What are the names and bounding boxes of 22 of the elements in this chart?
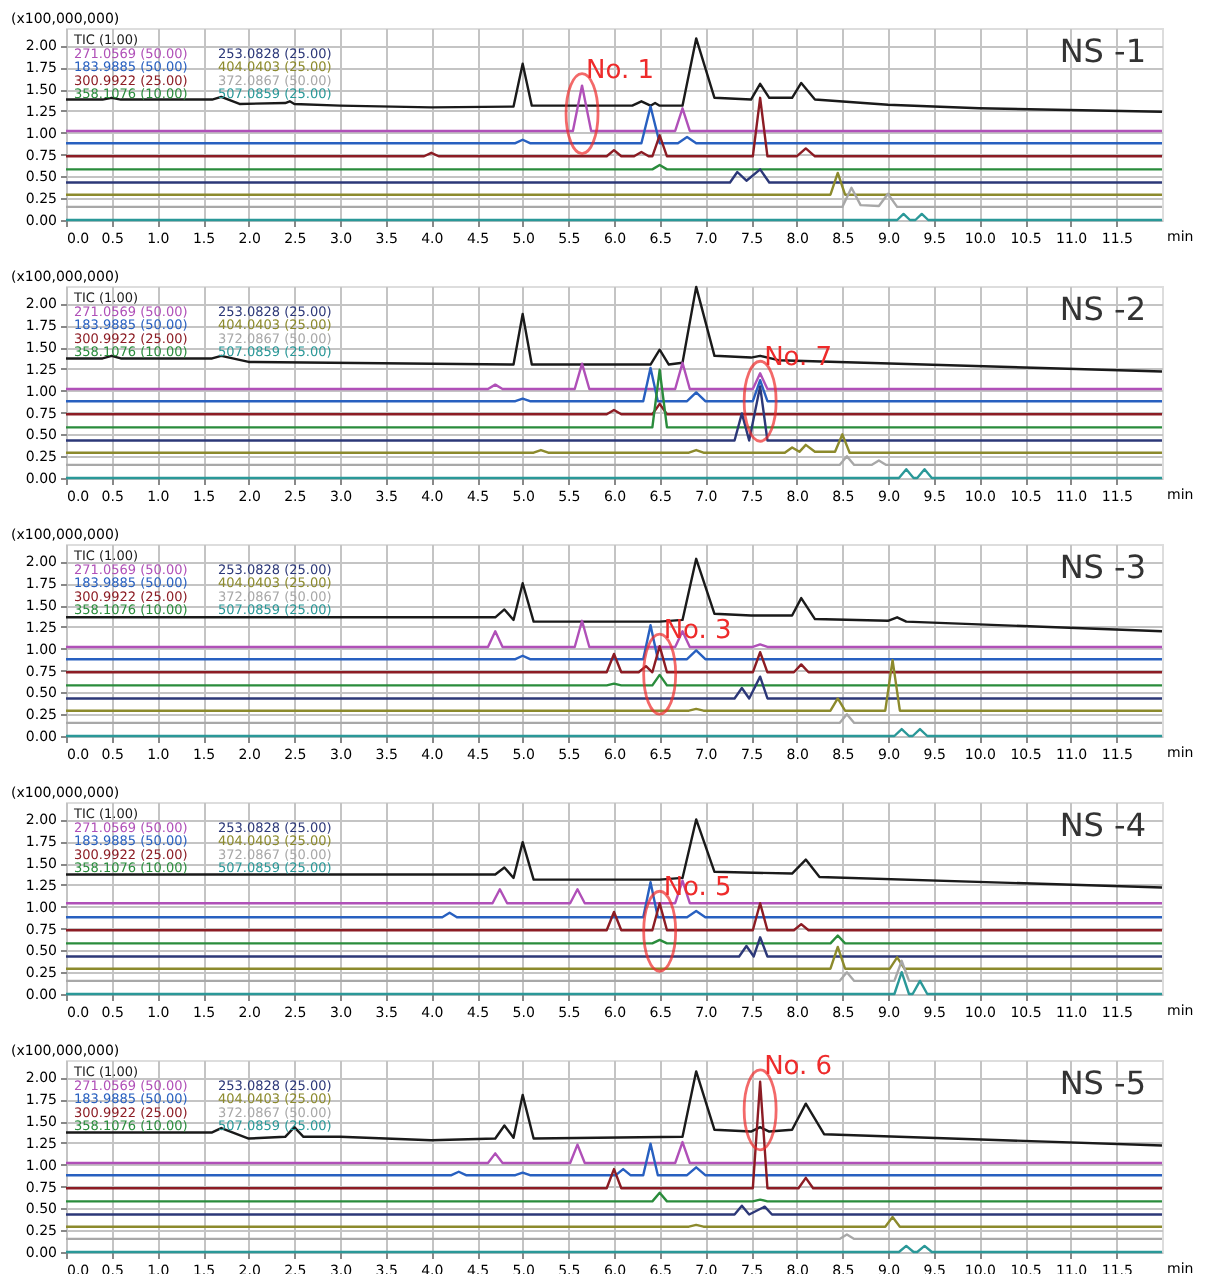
line-series [64, 433, 1164, 454]
annotation: No. 6 [764, 1051, 833, 1082]
annotation: No. 3 [663, 616, 732, 647]
line-series [64, 105, 1164, 145]
line-series [64, 285, 1164, 373]
annotation: NS -2 [1059, 290, 1146, 328]
line-series [64, 168, 1164, 184]
line-series [64, 644, 1164, 674]
line-series [64, 1140, 1164, 1165]
line-series [64, 37, 1164, 113]
line-series [64, 658, 1164, 712]
line-series [64, 96, 1164, 158]
line-series [64, 366, 1164, 403]
line-series [64, 186, 1164, 209]
annotation: No. 1 [586, 55, 655, 86]
line-series [64, 619, 1164, 649]
annotation: NS -4 [1059, 806, 1146, 844]
line-series [64, 1142, 1164, 1177]
annotation: NS -1 [1059, 32, 1146, 70]
line-series [64, 902, 1164, 932]
annotation: NS -3 [1059, 548, 1146, 586]
annotation: NS -5 [1059, 1064, 1146, 1102]
